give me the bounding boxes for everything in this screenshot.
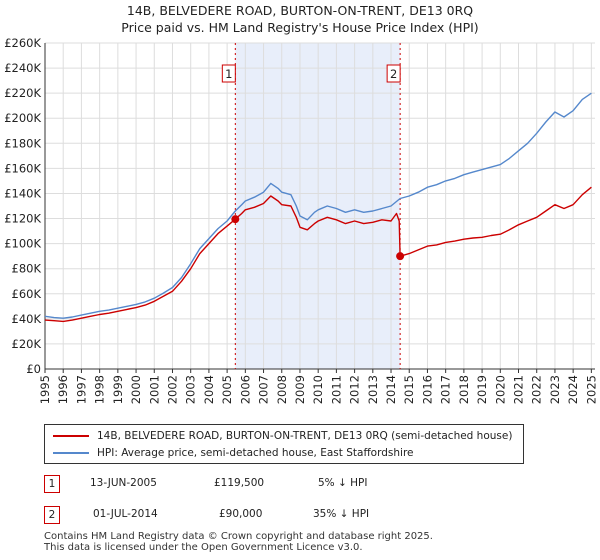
y-tick-label: £120K	[4, 212, 41, 226]
x-tick-label: 2006	[238, 375, 252, 404]
x-tick-label: 2001	[147, 375, 161, 404]
y-tick-label: £80K	[12, 262, 42, 276]
y-tick-label: £220K	[4, 86, 41, 100]
sale-marker-box	[386, 64, 401, 83]
x-tick-label: 2009	[293, 375, 307, 404]
x-tick-label: 2020	[493, 375, 507, 404]
x-tick-label: 2010	[311, 375, 325, 404]
hpi-series-line	[44, 92, 592, 319]
x-tick-label: 2019	[475, 375, 489, 404]
y-tick-label: £60K	[12, 287, 42, 301]
footer-line-1: Contains HM Land Registry data © Crown c…	[44, 531, 433, 542]
x-tick-label: 2017	[439, 375, 453, 404]
y-tick-label: £260K	[4, 36, 41, 50]
title-line-1: 14B, BELVEDERE ROAD, BURTON-ON-TRENT, DE…	[126, 3, 474, 18]
transaction-date: 13-JUN-2005	[90, 477, 157, 489]
x-tick-label: 2025	[584, 375, 598, 404]
y-tick-label: £100K	[4, 237, 41, 251]
transaction-price: £90,000	[219, 508, 263, 520]
transaction-marker: 2	[44, 506, 60, 524]
y-tick-label: £40K	[12, 312, 42, 326]
x-tick-label: 1996	[56, 375, 70, 404]
transaction-hpi-delta: 5% ↓ HPI	[318, 477, 368, 489]
legend-swatch-blue	[53, 452, 89, 454]
legend: 14B, BELVEDERE ROAD, BURTON-ON-TRENT, DE…	[44, 424, 524, 464]
y-tick-label: £180K	[4, 136, 41, 150]
y-tick-label: £0	[26, 362, 41, 376]
x-tick-label: 2007	[257, 375, 271, 404]
sale-point	[231, 215, 240, 224]
x-tick-label: 2024	[566, 375, 580, 404]
y-tick-label: £140K	[4, 186, 41, 200]
property-series-line	[44, 186, 592, 323]
title-line-2: Price paid vs. HM Land Registry's House …	[121, 20, 479, 35]
transaction-hpi-delta: 35% ↓ HPI	[313, 508, 370, 520]
x-tick-label: 2005	[220, 375, 234, 404]
x-tick-label: 2013	[366, 375, 380, 404]
x-tick-label: 1998	[93, 375, 107, 404]
x-tick-label: 1999	[111, 375, 125, 404]
x-tick-label: 2011	[329, 375, 343, 404]
y-tick-label: £240K	[4, 61, 41, 75]
sale-marker-label: 2	[390, 67, 397, 81]
legend-label-hpi: HPI: Average price, semi-detached house,…	[97, 447, 414, 459]
x-tick-label: 2004	[202, 375, 216, 404]
transaction-marker: 1	[44, 475, 60, 493]
x-tick-label: 1997	[74, 375, 88, 404]
x-tick-label: 2014	[384, 375, 398, 404]
x-tick-label: 2012	[348, 375, 362, 404]
footer: Contains HM Land Registry data © Crown c…	[44, 531, 433, 553]
legend-item-hpi: HPI: Average price, semi-detached house,…	[53, 445, 414, 461]
x-tick-label: 2016	[420, 375, 434, 404]
legend-swatch-red	[53, 435, 89, 437]
y-tick-label: £20K	[12, 337, 42, 351]
transaction-date: 01-JUL-2014	[93, 508, 158, 520]
x-tick-label: 2022	[530, 375, 544, 404]
price-chart: £0 £20K £40K £60K £80K £100K £120K £140K £160K £1…	[4, 36, 598, 404]
x-tick-label: 2021	[512, 375, 526, 404]
transaction-price: £119,500	[214, 477, 265, 489]
legend-item-property: 14B, BELVEDERE ROAD, BURTON-ON-TRENT, DE…	[53, 428, 512, 444]
legend-label-property: 14B, BELVEDERE ROAD, BURTON-ON-TRENT, DE…	[97, 430, 513, 442]
x-tick-label: 1995	[38, 375, 52, 404]
chart-title: 14B, BELVEDERE ROAD, BURTON-ON-TRENT, DE…	[0, 2, 600, 36]
y-tick-label: £200K	[4, 111, 41, 125]
sale-marker-box	[221, 64, 236, 83]
y-tick-label: £160K	[4, 161, 41, 175]
x-tick-label: 2015	[402, 375, 416, 404]
x-tick-label: 2008	[275, 375, 289, 404]
x-tick-label: 2000	[129, 375, 143, 404]
sale-point	[396, 252, 405, 261]
x-tick-label: 2002	[165, 375, 179, 404]
x-tick-label: 2023	[548, 375, 562, 404]
sale-marker-label: 1	[225, 67, 232, 81]
footer-line-2: This data is licensed under the Open Gov…	[44, 542, 363, 553]
x-tick-label: 2018	[457, 375, 471, 404]
x-tick-label: 2003	[184, 375, 198, 404]
